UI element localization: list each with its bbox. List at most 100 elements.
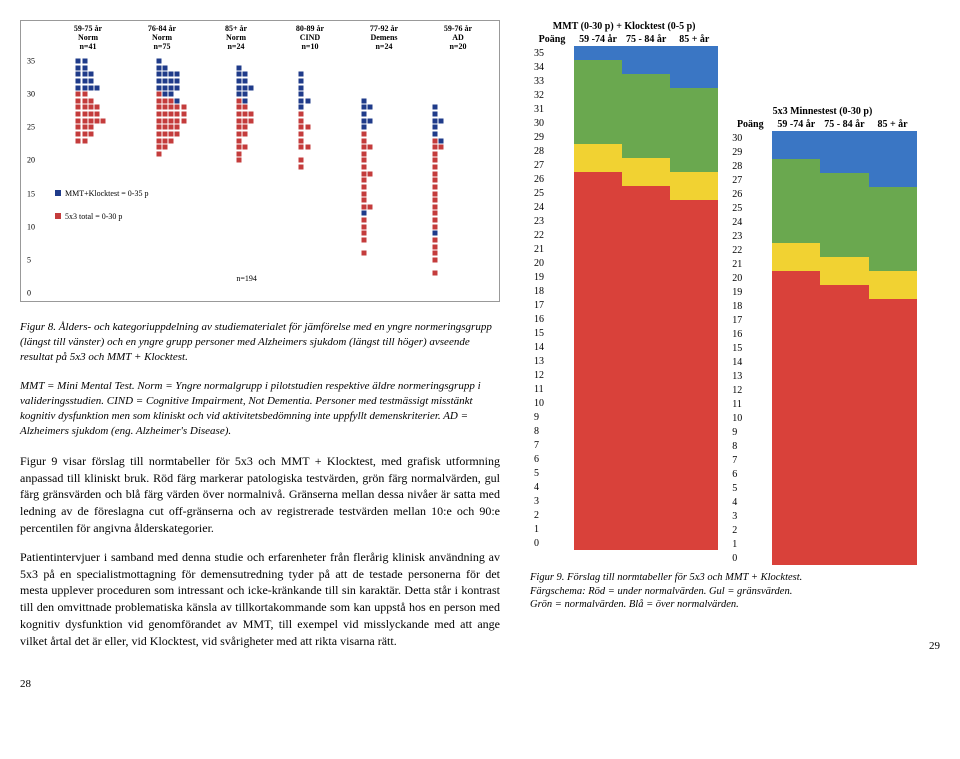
data-point <box>156 92 161 97</box>
data-point <box>299 112 304 117</box>
color-cell <box>772 551 820 565</box>
color-cell <box>622 298 670 312</box>
data-point <box>175 78 180 83</box>
y-tick: 5 <box>27 255 31 264</box>
y-tick: 20 <box>27 156 35 165</box>
color-cell <box>820 523 868 537</box>
color-cell <box>670 368 718 382</box>
data-point <box>361 178 366 183</box>
table-row: 17 <box>530 298 718 312</box>
data-point <box>361 251 366 256</box>
color-cell <box>820 369 868 383</box>
data-point <box>76 92 81 97</box>
data-point <box>162 131 167 136</box>
fig8-line1: Figur 8. Ålders- och kategoriuppdelning … <box>20 321 492 363</box>
score-cell: 15 <box>728 341 772 355</box>
data-point <box>169 78 174 83</box>
color-cell <box>574 144 622 158</box>
data-point <box>361 231 366 236</box>
score-cell: 30 <box>728 131 772 145</box>
color-cell <box>670 158 718 172</box>
data-point <box>76 85 81 90</box>
data-point <box>433 112 438 117</box>
color-cell <box>772 229 820 243</box>
score-cell: 20 <box>530 256 574 270</box>
data-point <box>236 85 241 90</box>
color-cell <box>820 355 868 369</box>
table-row: 0 <box>728 551 916 565</box>
table-row: 2 <box>530 508 718 522</box>
data-point <box>299 92 304 97</box>
data-point <box>243 78 248 83</box>
color-cell <box>670 522 718 536</box>
table-row: 25 <box>530 186 718 200</box>
color-cell <box>622 508 670 522</box>
score-cell: 7 <box>728 453 772 467</box>
table-row: 29 <box>728 145 916 159</box>
data-point <box>236 125 241 130</box>
data-point <box>88 112 93 117</box>
table-row: 13 <box>728 369 916 383</box>
color-cell <box>869 369 917 383</box>
color-cell <box>820 187 868 201</box>
data-point <box>433 271 438 276</box>
color-cell <box>670 508 718 522</box>
data-point <box>361 165 366 170</box>
right-column: MMT (0-30 p) + Klocktest (0-5 p)Poäng59 … <box>530 20 940 690</box>
color-cell <box>574 256 622 270</box>
color-cell <box>772 313 820 327</box>
table-row: 9 <box>530 410 718 424</box>
color-cell <box>869 285 917 299</box>
data-point <box>181 105 186 110</box>
data-point <box>433 204 438 209</box>
data-point <box>156 105 161 110</box>
data-point <box>169 118 174 123</box>
data-point <box>175 118 180 123</box>
data-point <box>175 72 180 77</box>
data-point <box>88 131 93 136</box>
data-point <box>175 125 180 130</box>
paragraph-2: Patientintervjuer i samband med denna st… <box>20 549 500 650</box>
table-row: 31 <box>530 102 718 116</box>
data-point <box>162 112 167 117</box>
page-number-left: 28 <box>20 678 500 690</box>
table-row: 21 <box>728 257 916 271</box>
color-cell <box>574 298 622 312</box>
score-cell: 12 <box>728 383 772 397</box>
data-point <box>368 204 373 209</box>
data-point <box>156 59 161 64</box>
score-cell: 18 <box>728 299 772 313</box>
table-row: 2 <box>728 523 916 537</box>
data-point <box>299 165 304 170</box>
table-row: 0 <box>530 536 718 550</box>
table-row: 1 <box>530 522 718 536</box>
table-row: 33 <box>530 74 718 88</box>
table-row: 11 <box>728 397 916 411</box>
score-cell: 16 <box>728 327 772 341</box>
color-cell <box>869 355 917 369</box>
color-cell <box>869 313 917 327</box>
color-cell <box>772 481 820 495</box>
data-point <box>433 105 438 110</box>
data-point <box>156 118 161 123</box>
score-cell: 23 <box>530 214 574 228</box>
table-row: 27 <box>530 158 718 172</box>
data-point <box>82 78 87 83</box>
y-tick: 0 <box>27 289 31 298</box>
color-cell <box>574 102 622 116</box>
data-point <box>361 158 366 163</box>
color-cell <box>574 452 622 466</box>
color-cell <box>622 74 670 88</box>
color-cell <box>670 60 718 74</box>
table-row: 6 <box>530 452 718 466</box>
data-point <box>162 92 167 97</box>
table-row: 28 <box>530 144 718 158</box>
figure8-caption: Figur 8. Ålders- och kategoriuppdelning … <box>20 320 500 439</box>
y-tick: 25 <box>27 123 35 132</box>
data-point <box>156 131 161 136</box>
color-cell <box>869 397 917 411</box>
color-cell <box>574 326 622 340</box>
score-cell: 26 <box>728 187 772 201</box>
data-point <box>76 118 81 123</box>
data-point <box>236 131 241 136</box>
